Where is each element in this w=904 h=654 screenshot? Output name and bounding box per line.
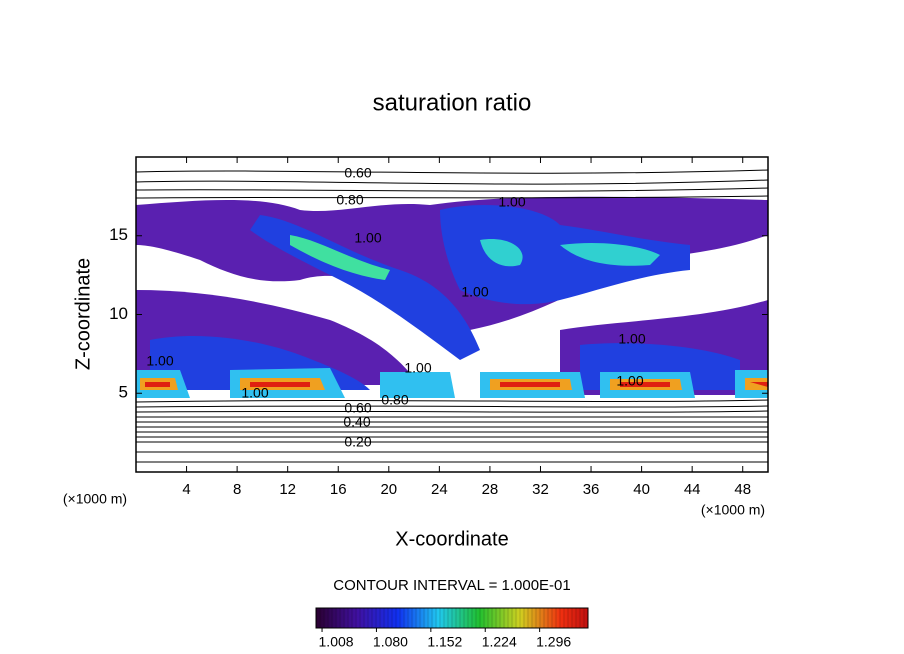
contour-label: 1.00 [616,373,643,389]
y-axis-label: Z-coordinate [72,258,94,370]
x-tick-label: 36 [583,481,600,498]
contour-label: 1.00 [354,230,381,246]
x-tick-label: 32 [532,481,549,498]
y-tick-label: 10 [109,304,128,323]
x-tick-label: 44 [684,481,701,498]
y-tick-label: 15 [109,225,128,244]
colorbar-tick-label: 1.008 [319,634,354,650]
colorbar-tick-label: 1.224 [482,634,517,650]
contour-label: 1.00 [241,385,268,401]
x-tick-label: 48 [734,481,751,498]
colorbar-tick-label: 1.152 [427,634,462,650]
field [136,169,768,463]
x-tick-label: 16 [330,481,347,498]
contour-interval: CONTOUR INTERVAL = 1.000E-01 [333,577,570,594]
contour-label: 0.40 [343,414,370,430]
contour-label: 0.60 [344,165,371,181]
x-tick-label: 4 [182,481,190,498]
colorbar-tick-label: 1.080 [373,634,408,650]
x-tick-label: 12 [279,481,296,498]
contour-label: 0.80 [336,192,363,208]
contour-label: 0.80 [381,392,408,408]
colorbar-tick-label: 1.296 [536,634,571,650]
contour-label: 1.00 [498,194,525,210]
x-unit: (×1000 m) [701,502,765,518]
x-axis-label: X-coordinate [395,528,508,550]
contour-label: 1.00 [404,360,431,376]
colorbar [315,607,589,629]
x-tick-label: 28 [482,481,499,498]
x-tick-label: 40 [633,481,650,498]
x-tick-label: 20 [380,481,397,498]
contour-label: 1.00 [618,331,645,347]
chart-title: saturation ratio [373,89,532,116]
contour-label: 0.20 [344,434,371,450]
contour-label: 0.60 [344,400,371,416]
y-tick-label: 5 [119,383,128,402]
x-unit: (×1000 m) [63,491,127,507]
x-tick-label: 8 [233,481,241,498]
contour-label: 1.00 [146,353,173,369]
x-tick-label: 24 [431,481,448,498]
contour-label: 1.00 [461,284,488,300]
